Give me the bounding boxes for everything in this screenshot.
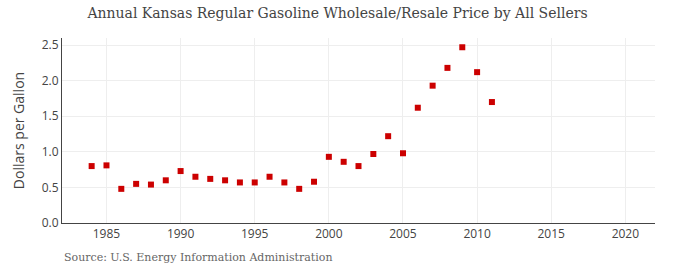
svg-text:0.0: 0.0 <box>42 214 59 231</box>
svg-text:2000: 2000 <box>315 225 343 242</box>
svg-text:Dollars per Gallon: Dollars per Gallon <box>9 72 28 189</box>
svg-text:2.5: 2.5 <box>42 36 59 53</box>
svg-text:1985: 1985 <box>93 225 121 242</box>
svg-text:2005: 2005 <box>389 225 417 242</box>
svg-text:1.0: 1.0 <box>42 143 59 160</box>
svg-text:1995: 1995 <box>241 225 269 242</box>
svg-text:2015: 2015 <box>538 225 566 242</box>
svg-text:2.0: 2.0 <box>42 72 59 89</box>
svg-text:0.5: 0.5 <box>42 179 59 196</box>
svg-text:2010: 2010 <box>463 225 491 242</box>
svg-text:1.5: 1.5 <box>42 107 59 124</box>
svg-text:Annual Kansas Regular Gasoline: Annual Kansas Regular Gasoline Wholesale… <box>86 5 587 21</box>
svg-text:Source: U.S. Energy Informatio: Source: U.S. Energy Information Administ… <box>64 251 332 264</box>
svg-text:1990: 1990 <box>167 225 195 242</box>
svg-text:2020: 2020 <box>612 225 640 242</box>
